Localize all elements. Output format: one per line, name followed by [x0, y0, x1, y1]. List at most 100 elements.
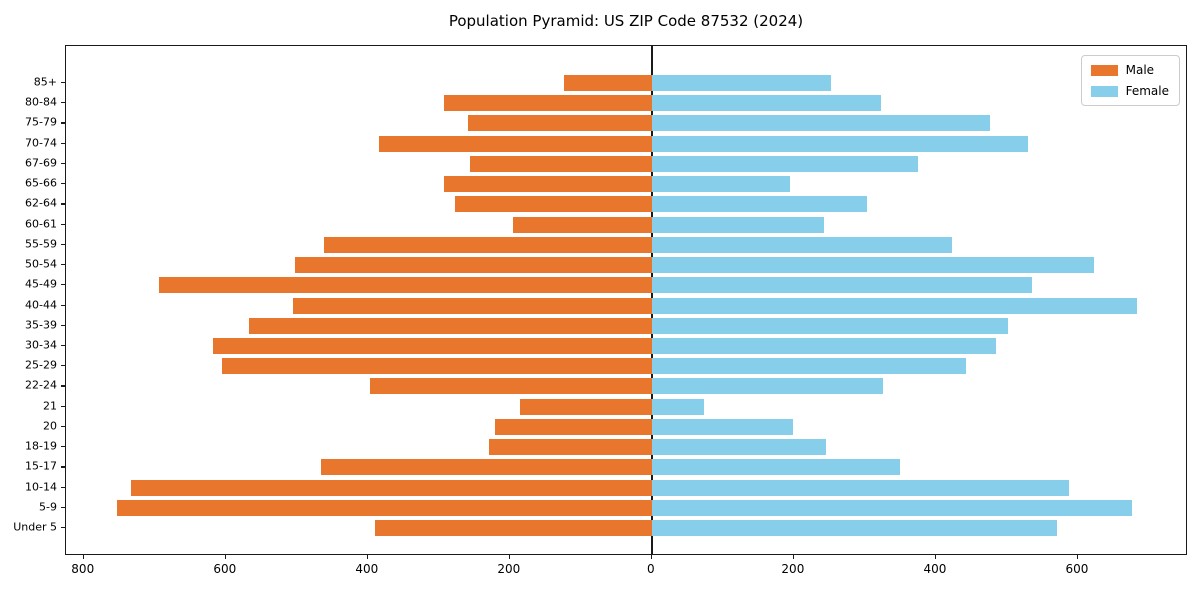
x-tick-mark-200 [792, 555, 795, 559]
x-tick-label-800: 800 [71, 562, 95, 576]
bar-male-85+ [563, 75, 652, 91]
y-tick-label-30-34: 30-34 [25, 338, 57, 352]
bar-male-25-29 [221, 358, 652, 375]
y-tick-label-5-9: 5-9 [39, 500, 57, 514]
y-tick-mark-67-69 [61, 162, 65, 165]
bar-female-40-44 [651, 297, 1137, 314]
bar-female-5-9 [651, 499, 1132, 516]
bar-male-Under 5 [374, 520, 652, 537]
y-tick-mark-62-64 [61, 203, 65, 205]
bar-male-80-84 [443, 95, 652, 112]
bar-male-55-59 [323, 236, 652, 253]
bar-female-18-19 [651, 439, 826, 456]
y-tick-label-62-64: 62-64 [25, 196, 57, 210]
bar-male-18-19 [488, 439, 652, 456]
bar-male-22-24 [369, 378, 652, 395]
y-tick-label-65-66: 65-66 [25, 176, 57, 190]
x-tick-mark-600 [1076, 555, 1079, 559]
y-tick-label-35-39: 35-39 [25, 318, 57, 332]
x-tick-mark-800 [82, 555, 84, 559]
bar-male-62-64 [455, 196, 652, 213]
bar-female-25-29 [651, 358, 967, 375]
y-tick-mark-65-66 [61, 183, 65, 185]
bar-female-65-66 [651, 176, 790, 193]
bar-female-62-64 [651, 196, 867, 213]
bar-male-70-74 [379, 135, 652, 152]
legend: Male Female [1080, 55, 1180, 106]
y-tick-label-75-79: 75-79 [25, 115, 57, 129]
y-tick-label-85+: 85+ [33, 75, 57, 89]
y-tick-mark-80-84 [61, 102, 65, 104]
chart-title: Population Pyramid: US ZIP Code 87532 (2… [448, 12, 804, 30]
bar-male-35-39 [248, 317, 652, 334]
y-tick-mark-10-14 [61, 486, 65, 488]
y-tick-label-Under 5: Under 5 [13, 520, 57, 534]
y-tick-mark-5-9 [61, 506, 65, 509]
bar-male-10-14 [130, 479, 652, 496]
y-tick-label-22-24: 22-24 [25, 378, 57, 392]
bar-female-45-49 [651, 277, 1033, 294]
y-tick-label-10-14: 10-14 [25, 480, 57, 494]
bar-female-35-39 [651, 317, 1009, 334]
bar-male-50-54 [294, 257, 652, 274]
y-tick-mark-40-44 [61, 304, 65, 306]
y-tick-label-67-69: 67-69 [25, 156, 57, 170]
bar-male-65-66 [443, 176, 652, 193]
bar-male-5-9 [117, 499, 652, 516]
y-tick-mark-22-24 [61, 385, 65, 387]
legend-label-male: Male [1125, 63, 1155, 77]
y-tick-label-20: 20 [43, 419, 57, 433]
y-tick-mark-30-34 [61, 344, 65, 347]
x-tick-label-400: 400 [923, 562, 947, 576]
y-tick-mark-60-61 [61, 223, 65, 225]
legend-label-female: Female [1125, 84, 1169, 98]
x-tick-mark-200 [508, 555, 511, 559]
bar-female-30-34 [651, 337, 997, 354]
x-tick-label-200: 200 [497, 562, 521, 576]
bar-female-85+ [651, 75, 831, 91]
y-tick-label-60-61: 60-61 [25, 217, 57, 231]
bar-female-55-59 [651, 236, 953, 253]
bar-female-10-14 [651, 479, 1069, 496]
bar-female-Under 5 [651, 520, 1058, 537]
x-tick-label-600: 600 [1065, 562, 1089, 576]
bar-male-67-69 [470, 155, 652, 172]
bar-female-75-79 [651, 115, 990, 132]
x-tick-label-200: 200 [781, 562, 805, 576]
y-tick-mark-85+ [61, 82, 65, 84]
bar-female-22-24 [651, 378, 883, 395]
y-tick-label-21: 21 [43, 399, 57, 413]
y-tick-label-50-54: 50-54 [25, 257, 57, 271]
y-tick-mark-70-74 [61, 142, 65, 144]
x-tick-mark-600 [224, 555, 226, 559]
y-tick-mark-15-17 [61, 466, 65, 468]
bar-female-21 [651, 398, 704, 415]
bar-male-40-44 [292, 297, 652, 314]
y-tick-mark-21 [61, 405, 65, 407]
y-tick-label-70-74: 70-74 [25, 136, 57, 150]
y-tick-label-55-59: 55-59 [25, 237, 57, 251]
bar-male-75-79 [467, 115, 652, 132]
y-tick-label-15-17: 15-17 [25, 459, 57, 473]
y-tick-mark-55-59 [61, 243, 65, 246]
bar-female-20 [651, 418, 794, 435]
bar-female-60-61 [651, 216, 824, 233]
x-tick-mark-400 [934, 555, 937, 559]
bar-male-15-17 [320, 459, 652, 476]
y-tick-mark-45-49 [61, 284, 65, 286]
bar-male-60-61 [513, 216, 652, 233]
plot-area: Male Female [65, 45, 1187, 555]
y-tick-mark-20 [61, 425, 65, 428]
y-tick-mark-18-19 [61, 446, 65, 448]
y-tick-mark-75-79 [61, 122, 65, 124]
y-tick-label-18-19: 18-19 [25, 439, 57, 453]
y-tick-label-25-29: 25-29 [25, 358, 57, 372]
x-tick-label-0: 0 [647, 562, 655, 576]
bar-male-21 [519, 398, 652, 415]
bar-male-45-49 [159, 277, 652, 294]
y-tick-mark-25-29 [61, 365, 65, 367]
female-color-swatch [1090, 85, 1118, 97]
male-color-swatch [1090, 64, 1118, 76]
bar-female-80-84 [651, 95, 882, 112]
